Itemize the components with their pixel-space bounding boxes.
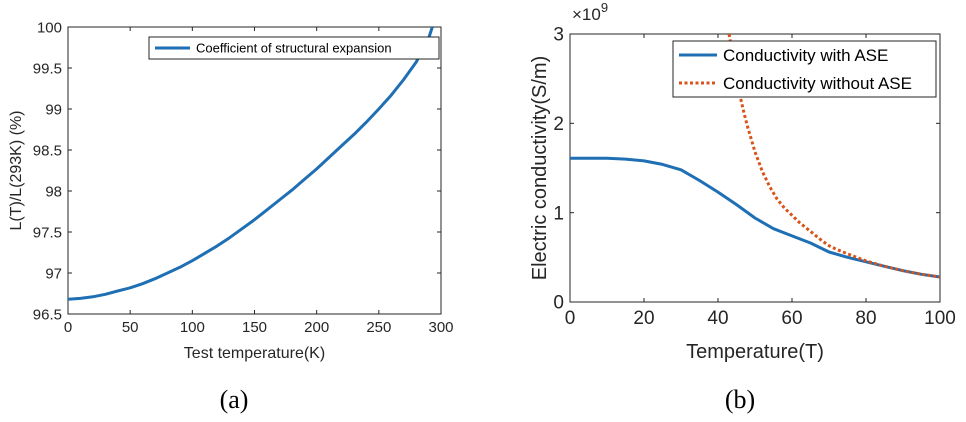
y-axis-label: Electric conductivity(S/m) (529, 56, 551, 281)
x-tick-label: 0 (565, 308, 576, 329)
x-tick-label: 40 (707, 308, 728, 329)
x-tick-label: 80 (855, 308, 876, 329)
x-tick-label: 60 (781, 308, 802, 329)
legend-label-0: Conductivity with ASE (723, 46, 888, 65)
y-tick-label: 3 (553, 25, 564, 46)
chart-b: 0 20 40 60 80 100 0 1 2 3 Temperature(T) Electric c… (529, 0, 956, 414)
series-line-0 (68, 27, 434, 301)
legend-box (672, 40, 937, 98)
y-tick-label: 2 (553, 114, 564, 135)
y-tick-label: 0 (553, 293, 564, 314)
axis-multiplier-exponent: 9 (601, 0, 608, 15)
y-tick-label: 99 (45, 101, 62, 118)
y-tick-label: 96.5 (33, 306, 62, 323)
x-tick-label: 20 (633, 308, 654, 329)
x-tick-label: 200 (304, 319, 329, 336)
x-axis-label: Temperature(T) (686, 341, 824, 363)
plot-frame (67, 26, 442, 315)
y-tick-label: 1 (553, 203, 564, 224)
y-tick-label: 97 (45, 265, 62, 282)
y-tick-label: 100 (37, 19, 62, 36)
axis-multiplier-base: ×10 (572, 5, 601, 24)
legend-label-0: Coefficient of structural expansion (196, 41, 392, 56)
chart-a: 0 50 100 150 200 250 300 96.5 97 97.5 98 98.5 99 99.5… (8, 19, 454, 414)
y-axis-label: L(T)/L(293K) (%) (8, 110, 25, 230)
y-tick-label: 97.5 (33, 224, 62, 241)
y-tick-label: 99.5 (33, 60, 62, 77)
x-tick-label: 100 (924, 308, 956, 329)
x-tick-label: 0 (64, 319, 72, 336)
axis-multiplier: ×109 (572, 0, 608, 24)
y-tick-label: 98 (45, 183, 62, 200)
x-tick-label: 50 (122, 319, 139, 336)
figure-caption: (b) (725, 385, 755, 414)
x-axis-label: Test temperature(K) (184, 345, 325, 362)
series-line-1 (727, 34, 940, 279)
legend-box (148, 36, 440, 60)
figure-caption: (a) (220, 385, 249, 414)
series-line-0 (570, 156, 940, 279)
y-tick-label: 98.5 (33, 142, 62, 159)
x-tick-label: 250 (366, 319, 391, 336)
x-tick-label: 300 (428, 319, 453, 336)
x-tick-label: 100 (180, 319, 205, 336)
legend-label-1: Conductivity without ASE (723, 74, 912, 93)
x-tick-label: 150 (242, 319, 267, 336)
plot-frame (569, 33, 941, 303)
